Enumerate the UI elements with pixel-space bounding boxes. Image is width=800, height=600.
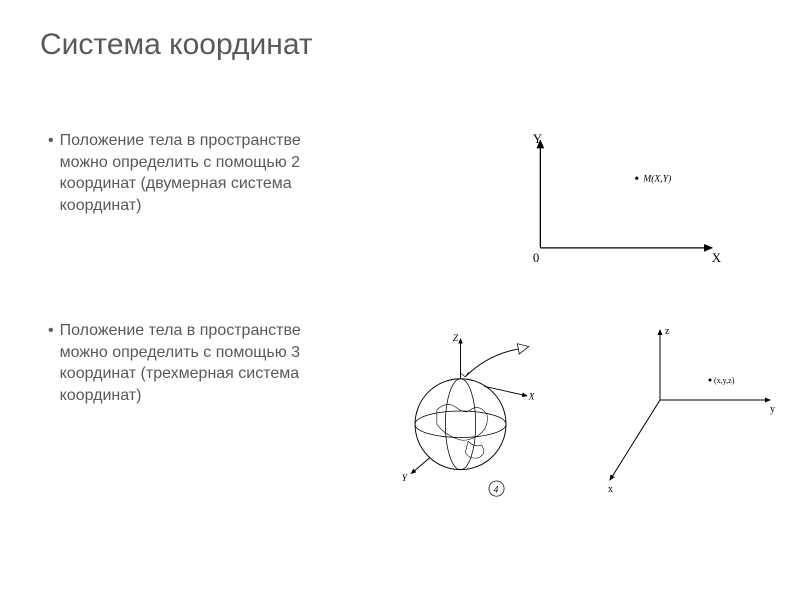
- origin-label: 0: [533, 251, 539, 265]
- x-axis-label: x: [608, 484, 613, 495]
- point-marker-3d: [709, 379, 712, 382]
- bullet-2d: • Положение тела в пространстве можно оп…: [48, 130, 338, 216]
- x-label: X: [528, 393, 536, 403]
- point-marker: [635, 177, 638, 180]
- y-axis-label: Y: [533, 132, 542, 146]
- z-axis-label: z: [665, 326, 670, 337]
- diagram-3d-axes: z y x (x,y,z): [580, 320, 780, 500]
- bullet-dot-icon: •: [48, 130, 54, 216]
- circle-label: 4: [494, 485, 499, 495]
- diagram-2d-axes: 0 X Y M(X,Y): [470, 130, 750, 280]
- z-label: Z: [453, 334, 459, 344]
- bullet-3d: • Положение тела в пространстве можно оп…: [48, 320, 338, 406]
- y-axis-label: y: [770, 404, 775, 415]
- x-axis-label: X: [712, 251, 722, 265]
- y-label: Y: [402, 474, 409, 484]
- point-label-3d: (x,y,z): [714, 376, 735, 385]
- diagram-3d-globe: Z X Y 4: [370, 320, 570, 500]
- bullet-2d-text: Положение тела в пространстве можно опре…: [60, 130, 338, 216]
- bullet-3d-text: Положение тела в пространстве можно опре…: [60, 320, 338, 406]
- bullet-dot-icon: •: [48, 320, 54, 406]
- point-label: M(X,Y): [642, 173, 671, 184]
- page-title: Система координат: [40, 28, 313, 62]
